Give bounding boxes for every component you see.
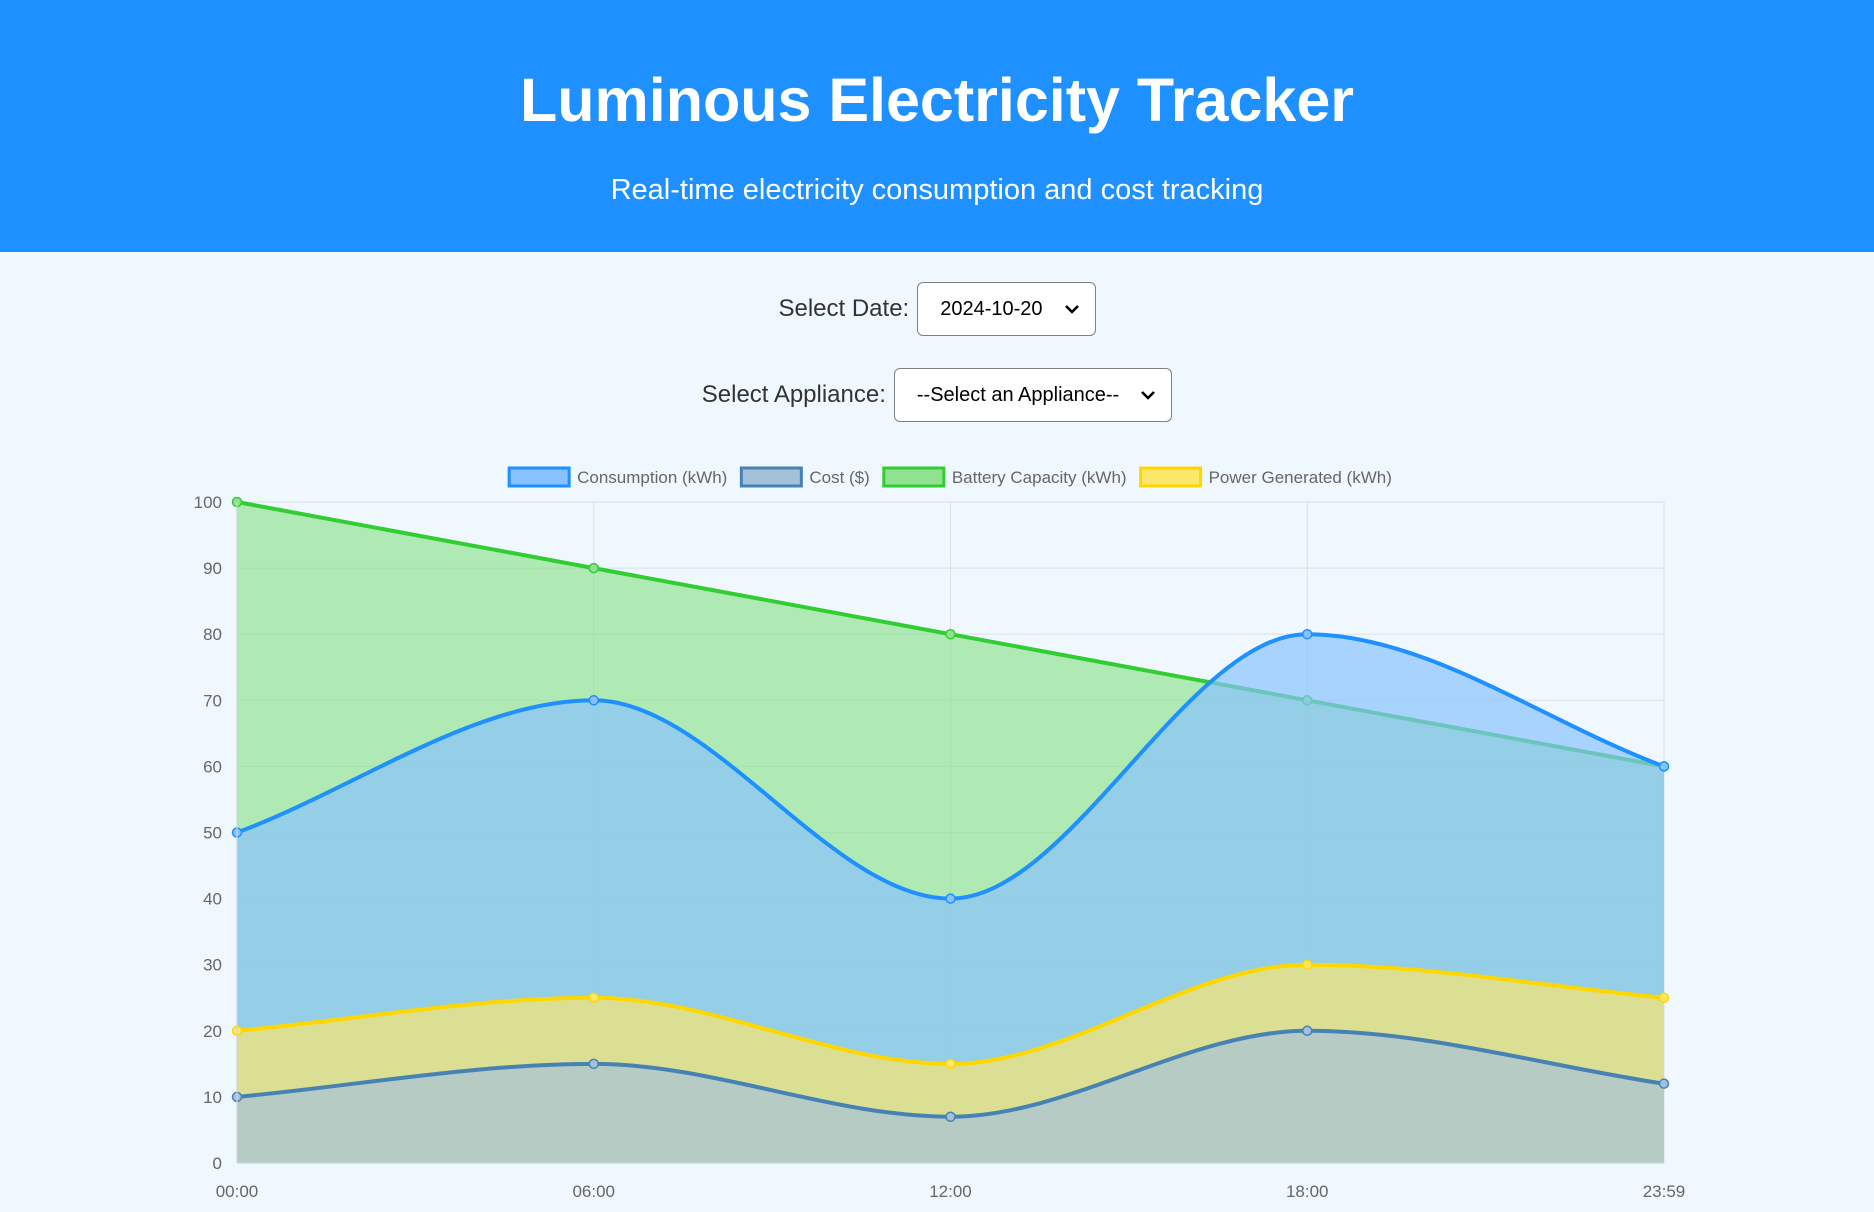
data-point: [945, 628, 956, 640]
legend-swatch: [507, 466, 571, 488]
data-point: [1658, 1078, 1670, 1089]
date-control: Select Date: 2024-10-20: [0, 282, 1874, 336]
legend-label: Cost ($): [809, 468, 869, 487]
data-point: [945, 1058, 956, 1070]
data-point: [1302, 628, 1313, 640]
data-point: [1302, 959, 1313, 970]
series-cost: [231, 1025, 1670, 1163]
appliance-select-value: --Select an Appliance--: [916, 383, 1120, 406]
data-point: [588, 992, 599, 1003]
y-tick-label: 30: [203, 956, 222, 975]
legend-item: Battery Capacity (kWh): [882, 466, 1127, 488]
legend-swatch: [882, 466, 946, 488]
legend-label: Power Generated (kWh): [1209, 468, 1392, 487]
y-tick-label: 80: [203, 625, 222, 644]
legend-item: Consumption (kWh): [507, 466, 727, 488]
data-point: [588, 1058, 599, 1070]
x-tick-label: 06:00: [572, 1182, 615, 1201]
appliance-label: Select Appliance:: [701, 381, 886, 408]
y-tick-label: 50: [203, 824, 222, 843]
y-tick-label: 20: [203, 1022, 222, 1041]
y-tick-label: 70: [203, 691, 222, 710]
chevron-down-icon: [1064, 305, 1079, 314]
data-point: [1302, 1025, 1313, 1037]
data-point: [1658, 761, 1670, 772]
y-tick-label: 10: [203, 1088, 222, 1107]
legend-label: Battery Capacity (kWh): [952, 468, 1127, 487]
date-select[interactable]: 2024-10-20: [917, 282, 1096, 336]
x-tick-label: 00:00: [216, 1182, 259, 1201]
appliance-control: Select Appliance: --Select an Appliance-…: [0, 368, 1874, 422]
data-point: [945, 893, 956, 904]
legend-swatch: [1139, 466, 1203, 488]
date-label: Select Date:: [778, 295, 910, 322]
legend-label: Consumption (kWh): [577, 468, 727, 487]
page-header: Luminous Electricity Tracker Real-time e…: [0, 0, 1874, 252]
legend-item: Power Generated (kWh): [1139, 466, 1392, 488]
y-tick-label: 0: [213, 1154, 222, 1173]
x-tick-label: 23:59: [1643, 1182, 1686, 1201]
legend-item: Cost ($): [739, 466, 870, 488]
legend-swatch: [739, 466, 803, 488]
x-tick-label: 12:00: [929, 1182, 972, 1201]
data-point: [945, 1111, 956, 1122]
date-select-value: 2024-10-20: [940, 297, 1043, 320]
y-tick-label: 90: [203, 559, 222, 578]
y-tick-label: 40: [203, 890, 222, 909]
electricity-chart: 0 10 20 30 40 50 60 70 80 90 100 00:00 06:00 12:00 18:…: [194, 466, 1686, 1201]
chart-legend: Consumption (kWh) Cost ($) Battery Capacit…: [507, 466, 1392, 488]
page-title: Luminous Electricity Tracker: [520, 66, 1354, 134]
y-tick-label: 100: [194, 493, 222, 512]
data-point: [588, 695, 599, 706]
data-point: [588, 562, 599, 574]
chevron-down-icon: [1141, 391, 1156, 400]
y-tick-label: 60: [203, 757, 222, 776]
page-subtitle: Real-time electricity consumption and co…: [610, 174, 1264, 206]
appliance-select[interactable]: --Select an Appliance--: [893, 368, 1173, 422]
x-tick-label: 18:00: [1286, 1182, 1329, 1201]
data-point: [1658, 992, 1670, 1003]
